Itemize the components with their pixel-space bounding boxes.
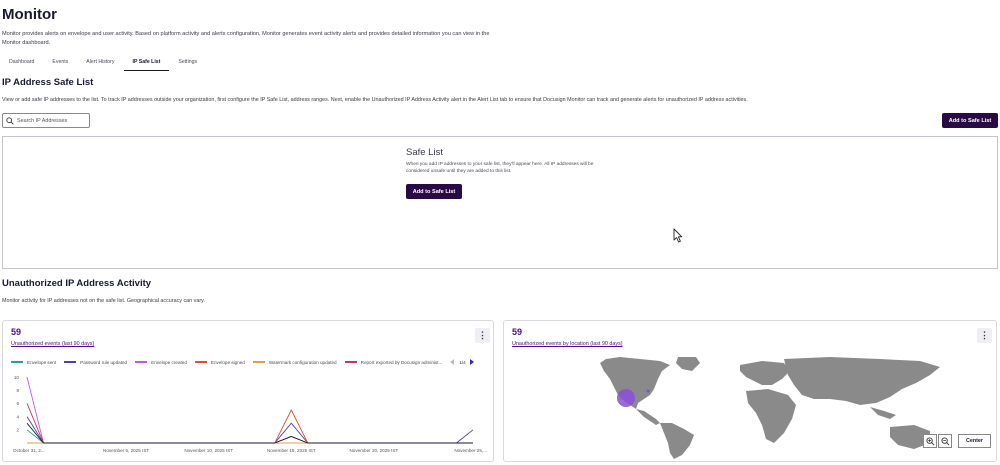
legend-prev-icon[interactable] (450, 359, 455, 365)
legend-next-icon[interactable] (469, 359, 474, 365)
legend-item[interactable]: Envelope signed (194, 359, 245, 365)
location-marker-large[interactable] (617, 389, 635, 407)
mouse-cursor-icon (673, 228, 683, 243)
legend-label: Envelope signed (210, 359, 245, 365)
tab-events[interactable]: Events (52, 59, 69, 65)
map-africa (746, 389, 796, 443)
series-line (26, 403, 473, 444)
map-australia (890, 425, 930, 449)
search-box[interactable] (2, 113, 90, 128)
location-count: 59 (512, 327, 523, 337)
legend-page-indicator: 1/4 (459, 359, 466, 365)
map-asia (784, 357, 940, 405)
events-card: 59 Unauthorized events (last 90 days) ⋮ … (2, 320, 494, 462)
page-title: Monitor (2, 6, 57, 23)
events-menu-button[interactable]: ⋮ (475, 328, 490, 343)
x-tick-label: November 10, 2025 IST (184, 448, 233, 453)
legend-label: Password rule updated (80, 359, 128, 365)
activity-heading: Unauthorized IP Address Activity (2, 278, 152, 289)
tab-bar: Dashboard Events Alert History IP Safe L… (0, 57, 206, 71)
x-tick-label: November 5, 2025 IST (103, 448, 149, 453)
chart-legend: Envelope sent Password rule updated Envelo… (11, 359, 474, 365)
location-menu-button[interactable]: ⋮ (977, 328, 992, 343)
add-to-safe-list-button[interactable]: Add to Safe List (942, 113, 998, 128)
legend-item[interactable]: Password rule updated (64, 360, 127, 365)
center-map-button[interactable]: Center (958, 434, 991, 448)
legend-item[interactable]: Envelope created (135, 360, 187, 365)
zoom-in-icon (925, 436, 934, 445)
activity-description: Monitor activity for IP addresses not on… (2, 298, 205, 304)
y-tick-label: 4 (16, 414, 19, 419)
legend-item[interactable]: Envelope sent (11, 360, 56, 365)
zoom-out-button[interactable] (938, 434, 952, 448)
legend-swatch (135, 361, 148, 363)
x-tick-label: November 25,... (454, 448, 487, 453)
legend-swatch (344, 361, 357, 363)
x-tick-label: November 15, 2025 IST (267, 448, 316, 453)
x-tick-label: November 20, 2025 IST (349, 448, 398, 453)
map-central-america (636, 409, 660, 425)
legend-swatch (194, 361, 207, 363)
map-europe (740, 361, 790, 385)
map-south-america (660, 423, 694, 459)
y-tick-label: 10 (14, 375, 20, 380)
legend-swatch (252, 361, 265, 363)
tab-alert-history[interactable]: Alert History (86, 59, 115, 65)
zoom-in-button[interactable] (923, 434, 937, 448)
y-tick-label: 2 (16, 428, 19, 433)
events-line-chart: 10 8 6 4 2 October 31, 2... November 5, 2025 I… (13, 375, 487, 453)
tab-ip-safe-list[interactable]: IP Safe List (123, 57, 170, 71)
legend-swatch (11, 361, 23, 363)
tab-dashboard[interactable]: Dashboard (9, 59, 35, 65)
safe-list-heading: IP Address Safe List (2, 77, 94, 88)
legend-label: Envelope sent (27, 359, 57, 365)
kebab-icon: ⋮ (478, 330, 487, 340)
location-link[interactable]: Unauthorized events by location (last 90… (512, 341, 623, 347)
kebab-icon: ⋮ (980, 330, 989, 340)
safe-list-panel: Safe List When you add IP addresses to y… (2, 136, 998, 269)
zoom-out-icon (940, 436, 949, 445)
legend-label: Report exported by Docusign administ... (360, 359, 443, 365)
legend-swatch (64, 361, 77, 363)
map-north-america (600, 357, 670, 409)
location-marker-small[interactable] (646, 389, 650, 393)
empty-state-text: When you add IP addresses to your safe l… (406, 162, 594, 174)
legend-item[interactable]: Report exported by Docusign administ... (344, 359, 443, 365)
y-tick-label: 6 (16, 401, 19, 406)
empty-state-title: Safe List (406, 147, 443, 158)
events-count: 59 (11, 327, 22, 337)
empty-state-add-button[interactable]: Add to Safe List (406, 184, 462, 199)
map-greenland (676, 357, 700, 371)
map-controls: Center (923, 434, 991, 448)
series-line (27, 409, 473, 444)
tab-settings[interactable]: Settings (178, 59, 198, 65)
legend-label: Envelope created (151, 359, 187, 365)
search-icon (6, 116, 14, 125)
series-line (26, 416, 474, 444)
series-line (26, 376, 473, 444)
search-input[interactable] (17, 117, 87, 124)
map-land (600, 357, 940, 459)
location-card: 59 Unauthorized events by location (last… (503, 320, 997, 462)
series-line (26, 422, 473, 444)
page-description: Monitor provides alerts on envelope and … (2, 31, 490, 46)
y-tick-label: 8 (16, 388, 19, 393)
legend-label: Watermark configuration updated (268, 359, 337, 365)
events-link[interactable]: Unauthorized events (last 90 days) (11, 341, 95, 347)
world-map[interactable] (510, 355, 992, 459)
series-line (26, 429, 473, 444)
safe-list-description: View or add safe IP addresses to the lis… (2, 97, 748, 103)
x-tick-label: October 31, 2... (13, 448, 45, 453)
legend-item[interactable]: Watermark configuration updated (252, 359, 337, 365)
map-southeast-asia (870, 407, 896, 419)
